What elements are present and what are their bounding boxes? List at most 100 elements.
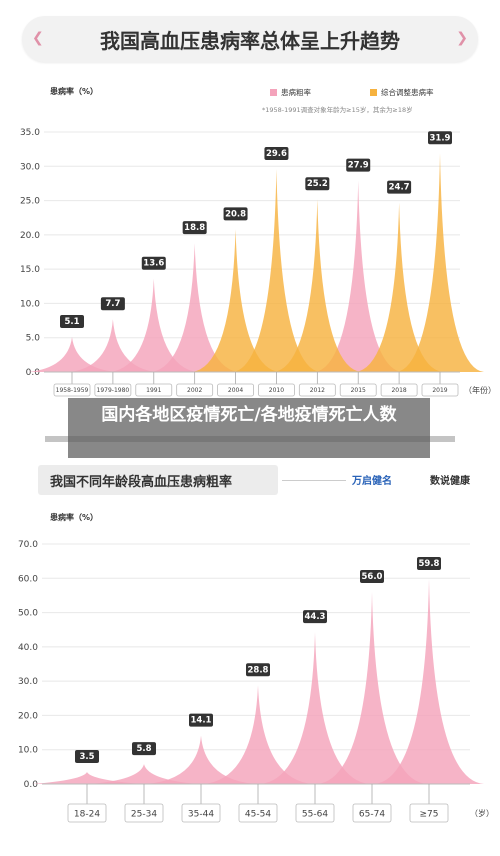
overlay-caption: 国内各地区疫情死亡/各地疫情死亡人数 xyxy=(68,398,430,458)
value-label: 14.1 xyxy=(191,716,212,726)
chart2-title: 我国不同年龄段高血压患病粗率 xyxy=(50,474,233,490)
value-label: 44.3 xyxy=(305,612,326,622)
x-tick-box xyxy=(135,383,173,397)
value-label-bg xyxy=(182,221,207,235)
data-peak xyxy=(146,735,256,784)
x-tick-label: 2015 xyxy=(351,387,366,394)
legend-swatch-yellow xyxy=(370,89,377,96)
value-label: 31.9 xyxy=(430,133,451,143)
value-label: 20.8 xyxy=(225,209,246,219)
y-tick-label: 25.0 xyxy=(20,197,40,207)
data-peak xyxy=(396,153,484,372)
x-tick-label: 65-74 xyxy=(359,810,385,820)
value-label-bg xyxy=(346,158,371,172)
x-tick-label: 45-54 xyxy=(245,810,271,820)
chevron-right-icon: ❯ xyxy=(456,30,468,46)
value-label-bg xyxy=(141,256,166,270)
y-tick-label: 60.0 xyxy=(18,574,38,584)
data-peak xyxy=(317,592,427,784)
x-tick-label: 2019 xyxy=(432,387,447,394)
value-label: 56.0 xyxy=(362,572,383,582)
value-label-bg xyxy=(417,556,441,570)
legend-swatch-pink xyxy=(270,89,277,96)
x-tick-box xyxy=(238,803,278,823)
x-tick-label: 1991 xyxy=(146,387,161,394)
data-peak xyxy=(314,180,403,372)
brand-logo-right: 数说健康 xyxy=(430,476,470,487)
x-tick-label: 18-24 xyxy=(74,810,100,820)
x-tick-box xyxy=(421,383,459,397)
x-tick-label: 2010 xyxy=(269,387,284,394)
y-tick-label: 30.0 xyxy=(18,677,38,687)
data-peak xyxy=(232,169,321,372)
header-title: 我国高血压患病率总体呈上升趋势 xyxy=(100,28,400,53)
x-tick-label: 2004 xyxy=(228,387,243,394)
y-tick-label: 35.0 xyxy=(20,128,40,138)
value-label: 29.6 xyxy=(266,149,287,159)
y-tick-label: 70.0 xyxy=(18,540,38,550)
value-label: 5.1 xyxy=(64,317,79,327)
chevron-left-icon: ❮ xyxy=(32,30,44,46)
value-label: 24.7 xyxy=(389,183,410,193)
y-tick-label: 10.0 xyxy=(18,746,38,756)
value-label: 3.5 xyxy=(79,752,94,762)
x-tick-box xyxy=(181,803,221,823)
brand-logo-left: 万启健名 xyxy=(352,476,392,487)
x-tick-label: 55-64 xyxy=(302,810,328,820)
x-tick-box xyxy=(67,803,107,823)
value-label-bg xyxy=(360,570,384,583)
chart1-ylabel: 患病率（%） xyxy=(50,87,99,96)
y-tick-label: 20.0 xyxy=(18,711,38,721)
value-label-bg xyxy=(264,147,289,161)
chart1-legend-yellow: 综合调整患病率 xyxy=(370,87,434,98)
x-axis-label: （年份） xyxy=(464,385,496,395)
chart1-legend-pink: 患病粗率 xyxy=(270,87,311,98)
data-peak xyxy=(32,772,142,784)
value-label: 7.7 xyxy=(105,299,120,309)
value-label-bg xyxy=(305,177,330,191)
value-label-bg xyxy=(100,297,125,311)
y-tick-label: 50.0 xyxy=(18,609,38,619)
value-label-bg xyxy=(387,180,412,194)
x-tick-box xyxy=(380,383,418,397)
data-peak xyxy=(150,243,239,372)
value-label: 5.8 xyxy=(136,744,151,754)
data-peak xyxy=(191,229,280,372)
value-label: 18.8 xyxy=(184,223,205,233)
legend-label-crude: 患病粗率 xyxy=(281,88,311,97)
x-tick-box xyxy=(94,383,132,397)
chart1-note: *1958-1991调查对象年龄为≥15岁，其余为≥18岁 xyxy=(262,106,413,114)
chart1-svg: 0.0 5.0 10.0 15.0 20.0 25.0 30.0 35.0 5.1 7.7 13.6… xyxy=(20,128,496,397)
data-peak xyxy=(203,685,313,784)
data-peak xyxy=(374,578,484,784)
value-label-bg xyxy=(60,315,84,329)
chart2-ylabel: 患病率（%） xyxy=(50,513,99,522)
value-label-bg xyxy=(223,207,248,221)
y-tick-label: 30.0 xyxy=(20,162,40,172)
data-peak xyxy=(109,278,198,372)
x-tick-box xyxy=(295,803,335,823)
data-peak xyxy=(355,202,444,372)
y-tick-label: 15.0 xyxy=(20,265,40,275)
x-tick-box xyxy=(298,383,336,397)
x-tick-box xyxy=(339,383,377,397)
value-label: 59.8 xyxy=(419,559,440,569)
value-label: 25.2 xyxy=(307,179,328,189)
data-peak xyxy=(89,764,199,784)
value-label-bg xyxy=(75,750,99,763)
y-tick-label: 0.0 xyxy=(26,368,41,378)
y-tick-label: 0.0 xyxy=(24,780,39,790)
x-tick-label: 1979-1980 xyxy=(97,387,130,394)
value-label: 13.6 xyxy=(143,259,164,269)
legend-label-adjusted: 综合调整患病率 xyxy=(381,88,434,97)
x-tick-label: 2012 xyxy=(310,387,325,394)
x-tick-box xyxy=(258,383,295,397)
x-tick-label: 25-34 xyxy=(131,810,157,820)
value-label-bg xyxy=(303,610,327,624)
x-tick-label: 2018 xyxy=(391,387,406,394)
x-tick-box xyxy=(217,383,254,397)
x-tick-label: ≥75 xyxy=(420,810,439,820)
x-tick-box xyxy=(409,803,449,823)
header-banner: ❮ 我国高血压患病率总体呈上升趋势 ❯ xyxy=(22,16,478,62)
